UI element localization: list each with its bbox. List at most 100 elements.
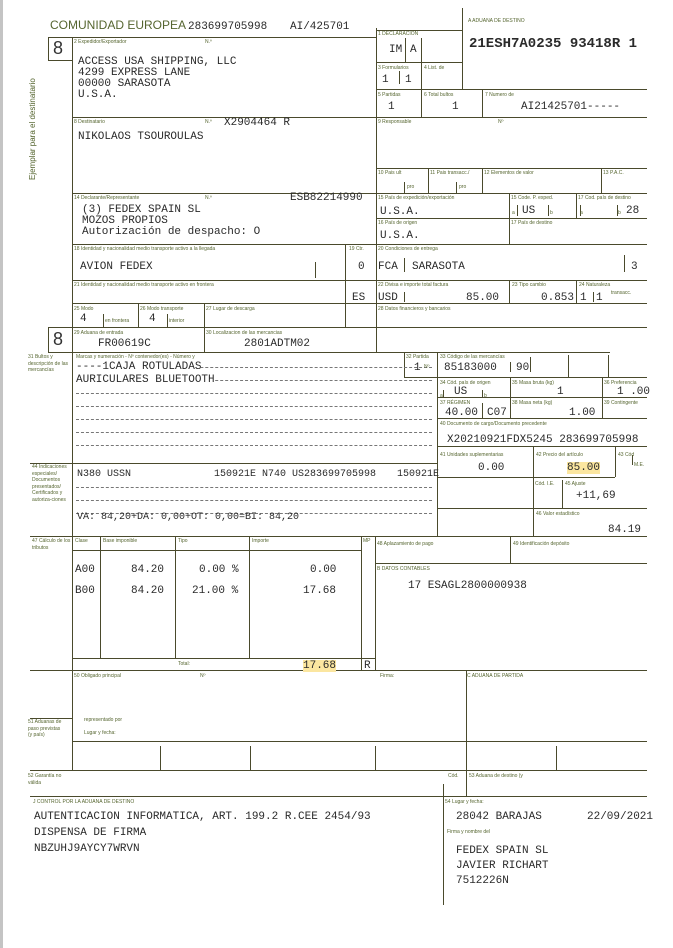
item-price: 85.00 <box>567 462 601 474</box>
box54-sign-label: Firma y nombre del <box>447 829 491 835</box>
grid-line <box>437 352 439 536</box>
payment-method: R <box>364 660 371 672</box>
consignee-id: X2904464 R <box>224 117 291 129</box>
declarant-id: ESB82214990 <box>290 192 363 204</box>
tax-col-header: Base imponible <box>103 538 138 544</box>
grid-line <box>30 796 647 798</box>
special-mention: 150921E <box>397 469 440 480</box>
grid-line <box>437 477 615 479</box>
box50-rep-label: representado por <box>84 717 123 723</box>
statistical-value: 84.19 <box>608 524 642 536</box>
box47-label: 47 Cálculo de los tributos <box>32 538 71 551</box>
grid-line <box>100 536 102 658</box>
box7-label: 7 Numero de <box>485 92 514 98</box>
grid-line <box>510 377 512 418</box>
header-ref-1: 283699705998 <box>188 21 268 33</box>
transaction-nature-1: 1 <box>580 292 587 304</box>
grid-line <box>376 168 647 170</box>
tax-amount: 17.68 <box>303 585 337 597</box>
grid-line <box>617 205 619 216</box>
goods-description-line: ----1CAJA ROTULADAS <box>76 361 202 373</box>
dash-line <box>76 393 432 394</box>
box25-sub: en frontera <box>105 318 130 324</box>
grid-line <box>568 355 570 377</box>
tax-rate: 21.00 % <box>192 585 239 597</box>
grid-line <box>103 314 105 327</box>
grid-line <box>375 563 647 565</box>
grid-line <box>437 397 647 399</box>
grid-line <box>466 670 468 770</box>
grid-line <box>30 536 647 538</box>
adjustment: +11,69 <box>576 490 616 502</box>
box9-no-label: Nº <box>498 119 504 125</box>
box52-cod-label: Cód. <box>448 773 459 779</box>
goods-location: 2801ADTM02 <box>244 338 311 350</box>
grid-line <box>404 352 406 377</box>
grid-line <box>72 37 74 770</box>
box8-no-label: N.º <box>205 119 212 125</box>
tax-base: 84.20 <box>131 585 165 597</box>
box10-sub: pro <box>407 184 415 190</box>
box53-label: 53 Aduana de destino (y <box>469 773 523 779</box>
destination-country-code: 28 <box>626 205 640 217</box>
box3-label: 3 Formularios <box>378 65 409 71</box>
grid-line <box>48 37 50 60</box>
box17a-a: a <box>580 210 583 216</box>
box2-no-label: N.º <box>205 39 212 45</box>
box25-label: 25 Modo <box>74 306 94 312</box>
grid-line <box>48 37 376 39</box>
box10-label: 10 Pais ult <box>378 170 402 176</box>
box6-label: 6 Total bultos <box>424 92 454 98</box>
net-mass: 1.00 <box>569 407 596 419</box>
dash-line <box>76 406 432 407</box>
grid-line <box>533 446 535 536</box>
box4-label: 4 List. de <box>424 65 445 71</box>
box34-label: 34 Cód. país de origen <box>440 380 491 386</box>
signatory-line: JAVIER RICHART <box>456 860 549 872</box>
tax-total-label: Total: <box>178 661 190 667</box>
grid-line <box>404 182 406 193</box>
grid-line <box>72 303 647 305</box>
dash-line <box>76 445 432 446</box>
transport-arrival: AVION FEDEX <box>80 261 153 273</box>
grid-line <box>437 418 647 420</box>
special-mention: N380 USSN <box>77 469 132 480</box>
grid-line <box>509 193 511 244</box>
box29-label: 29 Aduana de entrada <box>74 330 124 336</box>
goods-description-line: AURICULARES BLUETOOTH <box>76 374 215 386</box>
box2-label: 2 Expedidor/Exportador <box>74 39 127 45</box>
exporter-line: 4299 EXPRESS LANE <box>78 67 191 79</box>
tax-base: 84.20 <box>131 564 165 576</box>
box12-label: 12 Elementos de valor <box>484 170 534 176</box>
place: 28042 BARAJAS <box>456 811 542 823</box>
grid-line <box>466 770 468 796</box>
inland-transport-mode: 4 <box>149 313 156 325</box>
grid-line <box>456 182 458 193</box>
gross-mass: 1 <box>557 386 564 398</box>
dash-line <box>76 432 432 433</box>
box36-label: 36 Preferencia <box>604 380 637 386</box>
origin-country: U.S.A. <box>380 230 420 242</box>
grid-line <box>48 327 50 352</box>
consignee-name: NIKOLAOS TSOUROULAS <box>78 131 204 143</box>
items-value: 1 <box>388 101 395 113</box>
container-value: 0 <box>358 261 365 273</box>
exporter-line: U.S.A. <box>78 89 118 101</box>
grid-line <box>30 770 647 772</box>
exchange-rate: 0.853 <box>541 292 575 304</box>
delivery-code: 3 <box>631 261 638 273</box>
tax-col-header: Importe <box>252 538 269 544</box>
grid-line <box>548 205 550 216</box>
item-number: 1 <box>414 362 421 374</box>
signatory-line: 7512226N <box>456 875 509 887</box>
box39-label: 39 Contingente <box>604 400 638 406</box>
forms-total: 1 <box>405 74 412 86</box>
grid-line <box>72 280 647 282</box>
grid-line <box>602 377 604 418</box>
box14-no-label: N.º <box>205 195 212 201</box>
grid-line <box>404 292 406 302</box>
packages-value: 1 <box>452 101 459 113</box>
tax-col-header: MP <box>363 538 371 544</box>
tax-amount: 0.00 <box>310 564 337 576</box>
tax-class: A00 <box>75 564 95 576</box>
